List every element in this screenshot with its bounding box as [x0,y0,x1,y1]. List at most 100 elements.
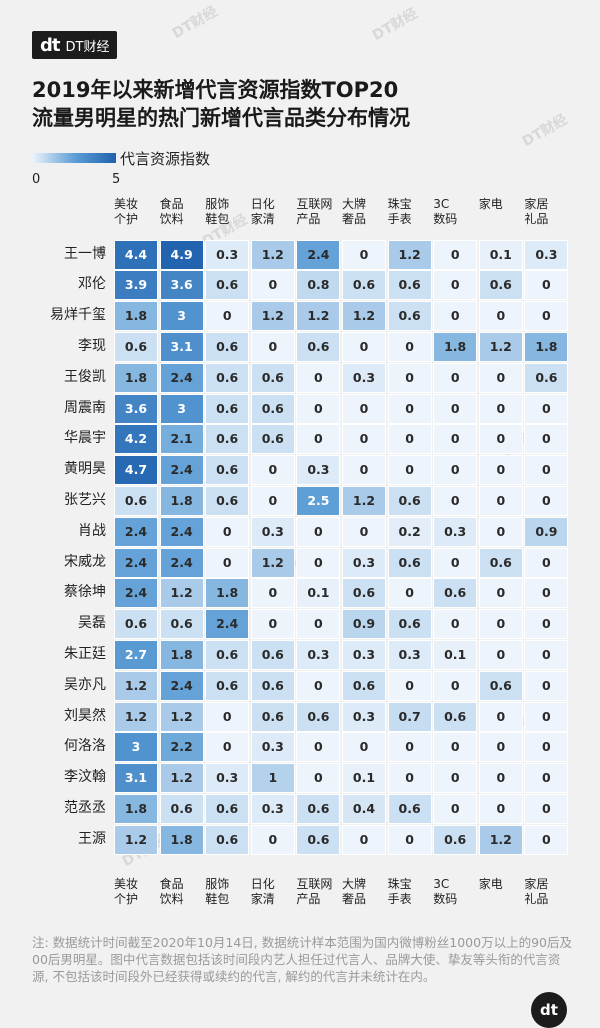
heatmap-cell: 1.2 [250,547,295,578]
heatmap-cell: 0.3 [250,732,295,763]
heatmap-cell: 0 [433,362,478,393]
column-header-6: 珠宝 手表 [388,197,434,227]
column-label-line: 家电 [478,877,503,891]
heatmap-cell: 0 [342,331,386,362]
heatmap-cell: 0 [478,609,523,640]
watermark: DT财经 [519,111,571,151]
legend-label: 代言资源指数 [120,150,211,168]
heatmap-cell: 0 [524,270,569,301]
column-header-8: 家电 [479,197,525,212]
heatmap-cell: 0.6 [387,793,432,824]
heatmap-cell: 0.3 [387,639,432,670]
column-label-line: 大牌 [342,197,367,211]
heatmap-cell: 0 [205,301,250,332]
heatmap-cell: 0.3 [205,763,250,794]
heatmap-cell: 3.1 [159,331,204,362]
heatmap-cell: 0.3 [296,639,341,670]
heatmap-cell: 0.6 [342,270,386,301]
heatmap-cell: 0.6 [250,393,295,424]
column-header-9: 家居 礼品 [524,197,570,227]
heatmap-cell: 1.2 [296,301,341,332]
heatmap-cell: 0 [342,393,386,424]
heatmap-cell: 1.2 [478,824,523,855]
heatmap-cell: 0 [433,301,478,332]
heatmap-cell: 0 [478,485,523,516]
heatmap-cell: 3 [159,393,204,424]
heatmap-cell: 0 [387,362,432,393]
heatmap-cell: 0.4 [342,793,386,824]
column-footer-7: 3C 数码 [433,877,479,907]
heatmap-cell: 0.6 [114,609,158,640]
column-header-1: 食品 饮料 [160,197,206,227]
heatmap-cell: 0 [387,331,432,362]
column-label-line: 食品 [159,877,184,891]
heatmap-cell: 0 [524,609,569,640]
heatmap-cell: 0.6 [205,824,250,855]
heatmap-cell: 0 [387,455,432,486]
column-footer-6: 珠宝 手表 [388,877,434,907]
heatmap-cell: 1.2 [159,701,204,732]
row-label: 吴磊 [78,615,106,632]
column-label-line: 数码 [433,212,458,226]
heatmap-cell: 0.6 [205,424,250,455]
heatmap-cell: 0.3 [524,239,569,270]
heatmap-cell: 0.6 [342,670,386,701]
column-header-2: 服饰 鞋包 [205,197,251,227]
column-label-line: 家清 [250,212,275,226]
column-label-line: 礼品 [524,212,549,226]
heatmap-cell: 1 [250,763,295,794]
footer-logo: dt [531,992,567,1028]
heatmap-cell: 0.6 [205,639,250,670]
heatmap-cell: 2.7 [114,639,158,670]
column-footer-1: 食品 饮料 [160,877,206,907]
heatmap-cell: 0 [524,578,569,609]
heatmap-cell: 0 [387,670,432,701]
column-label-line: 手表 [387,892,412,906]
heatmap-cell: 0.6 [205,793,250,824]
heatmap-cell: 1.8 [114,362,158,393]
heatmap-cell: 0.6 [205,362,250,393]
heatmap-cell: 0 [433,732,478,763]
heatmap-cell: 0 [342,424,386,455]
heatmap-cell: 0.3 [205,239,250,270]
column-label-line: 日化 [250,197,275,211]
column-footer-0: 美妆 个护 [114,877,160,907]
heatmap-cell: 3 [114,732,158,763]
heatmap-cell: 0.6 [250,670,295,701]
heatmap-cell: 0.8 [296,270,341,301]
heatmap-cell: 2.5 [296,485,341,516]
heatmap-cell: 0 [433,763,478,794]
heatmap-cell: 0 [296,516,341,547]
column-label-line: 个护 [114,892,139,906]
column-label-line: 食品 [159,197,184,211]
heatmap-cell: 0.6 [387,609,432,640]
heatmap-cell: 1.2 [159,763,204,794]
column-footer-2: 服饰 鞋包 [205,877,251,907]
column-label-line: 鞋包 [205,212,230,226]
heatmap-cell: 0 [524,763,569,794]
heatmap-cell: 0.6 [205,393,250,424]
heatmap-cell: 1.2 [114,824,158,855]
column-header-5: 大牌 奢品 [342,197,388,227]
column-label-line: 3C [433,877,450,891]
heatmap-cell: 1.2 [387,239,432,270]
row-label: 张艺兴 [64,491,106,508]
heatmap-cell: 0.3 [342,547,386,578]
heatmap-cell: 0.3 [342,362,386,393]
page-title: 2019年以来新增代言资源指数TOP20 流量男明星的热门新增代言品类分布情况 [32,76,410,132]
heatmap-cell: 0.3 [296,455,341,486]
heatmap-cell: 0.7 [387,701,432,732]
column-header-4: 互联网 产品 [296,197,342,227]
heatmap-cell: 0 [296,732,341,763]
heatmap-cell: 0.3 [250,793,295,824]
heatmap-cell: 0.6 [114,485,158,516]
column-label-line: 产品 [296,892,321,906]
row-label: 刘昊然 [64,707,106,724]
heatmap-cell: 0.6 [387,270,432,301]
heatmap-cell: 0.6 [387,301,432,332]
heatmap-cell: 0.6 [478,270,523,301]
heatmap-cell: 2.4 [114,578,158,609]
heatmap-cell: 0 [296,763,341,794]
column-label-line: 家清 [250,892,275,906]
heatmap-cell: 0 [342,239,386,270]
